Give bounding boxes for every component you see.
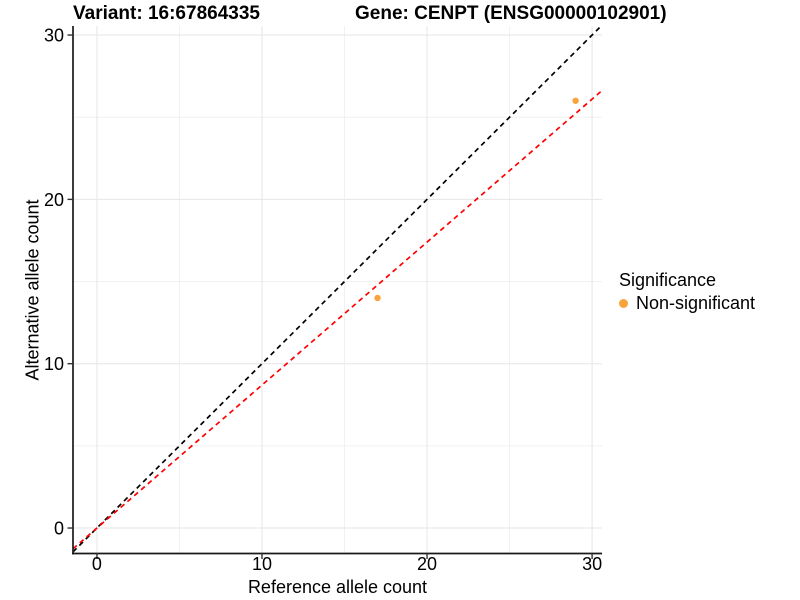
data-point bbox=[572, 97, 579, 104]
legend-entry-label: Non-significant bbox=[636, 293, 756, 313]
expected-ratio-line bbox=[73, 89, 602, 550]
legend-title: Significance bbox=[619, 270, 717, 290]
plot-title-gene: Gene: CENPT (ENSG00000102901) bbox=[355, 3, 667, 24]
x-tick-label: 10 bbox=[252, 554, 272, 574]
x-tick-label: 30 bbox=[582, 554, 602, 574]
legend-entry: Non-significant bbox=[619, 293, 755, 314]
data-point bbox=[374, 294, 381, 302]
plot-title-variant: Variant: 16:67864335 bbox=[73, 3, 260, 24]
x-axis-title: Reference allele count bbox=[247, 577, 428, 597]
y-tick-label: 20 bbox=[44, 190, 64, 210]
y-axis-title: Alternative allele count bbox=[22, 199, 43, 381]
legend: Significance Non-significant bbox=[619, 270, 755, 314]
x-tick-label: 0 bbox=[92, 554, 102, 574]
identity-line bbox=[73, 26, 602, 553]
y-tick-label: 0 bbox=[54, 519, 64, 539]
y-tick-label: 30 bbox=[44, 26, 64, 46]
y-tick-label: 10 bbox=[44, 354, 64, 374]
x-tick-label: 20 bbox=[417, 554, 437, 574]
legend-point-icon bbox=[619, 299, 628, 308]
